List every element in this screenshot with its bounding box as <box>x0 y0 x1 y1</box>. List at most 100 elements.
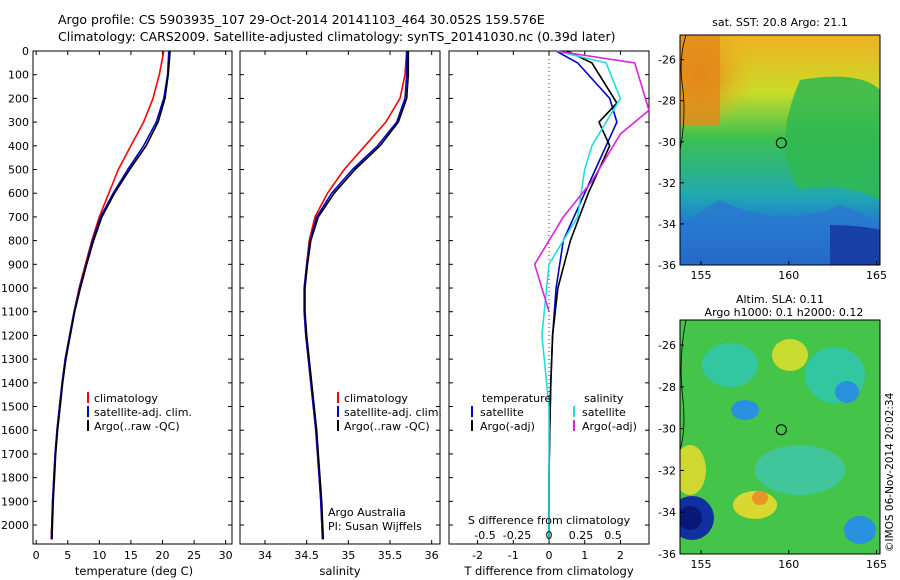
sla-orange-spot <box>752 491 768 505</box>
x-tick-label: 25 <box>187 549 201 562</box>
series-climatology <box>50 50 165 540</box>
depth-tick-label: 1500 <box>1 401 29 414</box>
temperature-panel: 0100200300400500600700800900100011001200… <box>1 45 233 578</box>
salinity-xlabel: salinity <box>319 564 360 578</box>
sla-cyan-3 <box>755 445 845 495</box>
x-tick-label: 35.5 <box>378 549 403 562</box>
map-y-tick-label: -34 <box>658 506 676 519</box>
sst-coastline <box>680 35 687 151</box>
map-x-tick-label: 160 <box>778 558 799 571</box>
sla-map-title: Altim. SLA: 0.11 <box>736 293 824 306</box>
x-tick-label: 0 <box>546 549 553 562</box>
sst-map-axes: 155 160 165 -26 -28 -30 -32 -34 -36 <box>658 54 887 282</box>
series-satellite-adj-clim- <box>50 50 170 540</box>
map-x-tick-label: 165 <box>866 269 887 282</box>
sst-argo-marker <box>775 137 787 149</box>
s-tick-3: 0 <box>546 529 553 542</box>
sst-warm-west <box>680 35 720 125</box>
legend-label-s-argo: Argo(-adj) <box>582 420 637 433</box>
legend-label-satellite: satellite-adj. clim. <box>344 406 442 419</box>
imos-stamp: ©IMOS 06-Nov-2014 20:02:34 <box>884 392 896 552</box>
sla-cyan-1 <box>702 343 758 387</box>
temperature-axes-box <box>32 50 233 545</box>
sst-map-frame <box>679 34 881 266</box>
map-y-tick-label: -28 <box>658 95 676 108</box>
temperature-x-axis: 0 5 10 15 20 25 30 <box>33 51 233 562</box>
sla-map-subtitle: Argo h1000: 0.1 h2000: 0.12 <box>705 306 864 319</box>
depth-tick-label: 1800 <box>1 472 29 485</box>
difference-series <box>533 50 650 540</box>
temperature-series <box>50 50 171 540</box>
sla-yellow-west <box>680 445 706 495</box>
salinity-axes-box <box>239 50 441 545</box>
sla-deep-blue-core <box>680 506 702 530</box>
depth-tick-label: 1100 <box>1 306 29 319</box>
x-tick-label: 5 <box>64 549 71 562</box>
depth-axis: 0 100 200 300 400 500 600 700 800 900 1000 1100 1200… <box>1 45 232 532</box>
map-x-tick-label: 155 <box>691 269 712 282</box>
x-tick-label: -2 <box>472 549 483 562</box>
depth-tick-label: 600 <box>8 187 29 200</box>
salinity-x-axis: 34 34.5 35 35.5 36 <box>258 51 439 562</box>
sla-argo-marker <box>775 424 787 436</box>
x-tick-label: 0 <box>33 549 40 562</box>
map-y-tick-label: -34 <box>658 218 676 231</box>
depth-tick-label: 2000 <box>1 519 29 532</box>
map-y-tick-label: -26 <box>658 54 676 67</box>
legend-label-satellite: satellite-adj. clim. <box>94 406 192 419</box>
sst-field <box>680 35 880 265</box>
series-argo-raw-qc- <box>304 51 410 540</box>
legend-label-argo: Argo(..raw -QC) <box>344 420 430 433</box>
depth-tick-label: 1000 <box>1 282 29 295</box>
temperature-xlabel: temperature (deg C) <box>75 564 193 578</box>
sst-deep-cool <box>830 225 880 265</box>
legend-label-argo: Argo(..raw -QC) <box>94 420 180 433</box>
map-y-tick-label: -32 <box>658 177 676 190</box>
difference-x-axis: -2 -1 0 1 2 <box>472 51 624 562</box>
x-tick-label: 36 <box>425 549 439 562</box>
map-x-tick-label: 165 <box>866 558 887 571</box>
depth-tick-label: 1700 <box>1 448 29 461</box>
map-y-tick-label: -28 <box>658 381 676 394</box>
sla-field <box>680 320 880 554</box>
depth-tick-label: 1400 <box>1 377 29 390</box>
depth-tick-label: 0 <box>22 45 29 58</box>
difference-legend: temperature satellite Argo(-adj) salinit… <box>471 392 637 433</box>
map-y-tick-label: -30 <box>658 136 676 149</box>
salinity-depth-ticks <box>240 50 440 526</box>
s-tick-2: -0.25 <box>503 529 531 542</box>
x-tick-label: 10 <box>92 549 106 562</box>
x-tick-label: 20 <box>156 549 170 562</box>
series-argo-raw-qc- <box>51 50 171 540</box>
map-y-tick-label: -36 <box>658 548 676 561</box>
series-s-satellite <box>541 50 622 540</box>
depth-tick-label: 700 <box>8 211 29 224</box>
header-line2: Climatology: CARS2009. Satellite-adjuste… <box>58 29 615 44</box>
depth-tick-label: 100 <box>8 69 29 82</box>
legend-label-t-argo: Argo(-adj) <box>480 420 535 433</box>
depth-tick-label: 800 <box>8 235 29 248</box>
x-tick-label: 1 <box>581 549 588 562</box>
salinity-legend: climatology satellite-adj. clim. Argo(..… <box>337 392 442 433</box>
x-tick-label: 35 <box>341 549 355 562</box>
depth-tick-label: 900 <box>8 258 29 271</box>
map-y-tick-label: -26 <box>658 339 676 352</box>
depth-tick-label: 1300 <box>1 353 29 366</box>
map-y-tick-label: -30 <box>658 423 676 436</box>
x-tick-label: 34.5 <box>294 549 319 562</box>
sla-blue-1 <box>731 400 759 420</box>
salinity-series <box>303 50 410 540</box>
sst-map: sat. SST: 20.8 Argo: 21.1 155 160 165 -26 -2… <box>658 16 887 282</box>
depth-tick-label: 1600 <box>1 424 29 437</box>
sla-map: Altim. SLA: 0.11 Argo h1000: 0.1 h2000: … <box>658 293 887 571</box>
sla-blue-3 <box>844 516 876 544</box>
x-tick-label: 2 <box>617 549 624 562</box>
s-tick-5: 0.5 <box>604 529 622 542</box>
x-tick-label: 15 <box>124 549 138 562</box>
depth-tick-label: 200 <box>8 92 29 105</box>
legend-label-t-satellite: satellite <box>480 406 524 419</box>
header-line1: Argo profile: CS 5903935_107 29-Oct-2014… <box>58 12 545 27</box>
legend-label-climatology: climatology <box>94 392 158 405</box>
depth-tick-label: 1900 <box>1 495 29 508</box>
s-difference-label: S difference from climatology <box>468 514 631 527</box>
